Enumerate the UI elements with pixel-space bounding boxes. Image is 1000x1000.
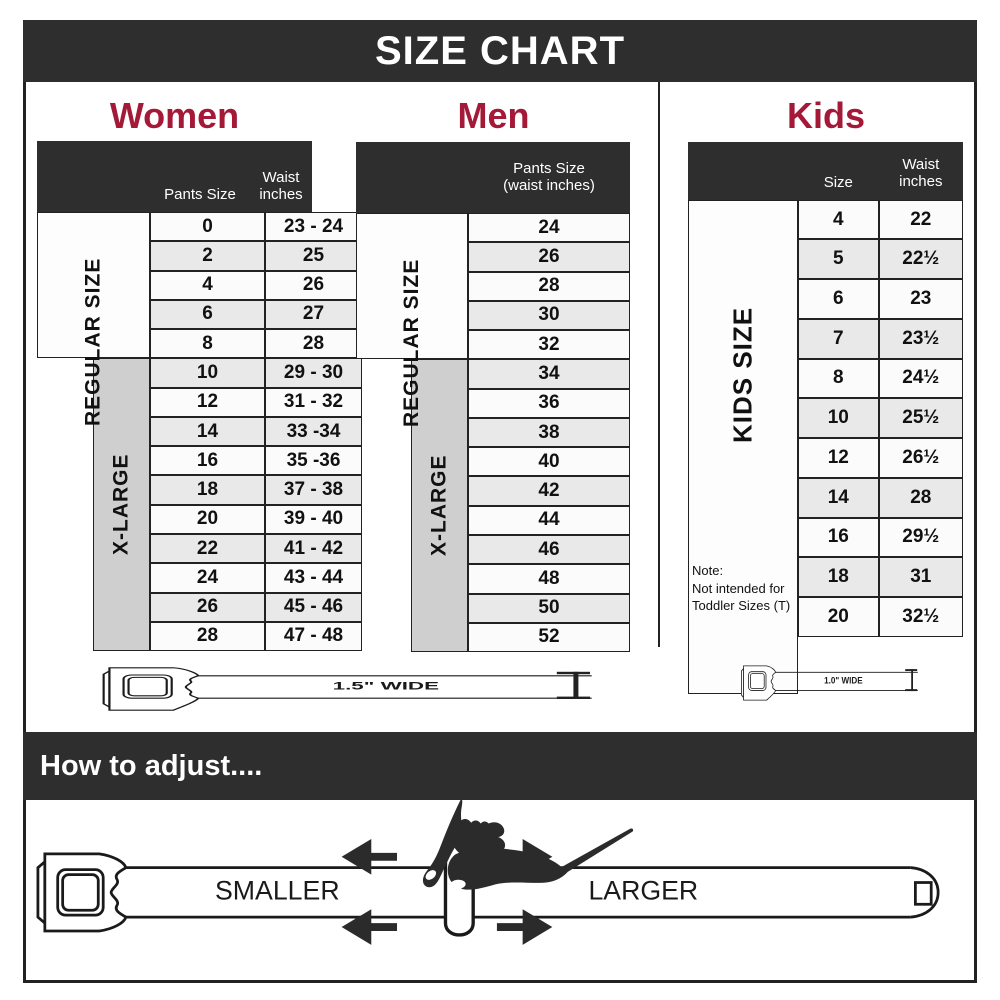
svg-text:SMALLER: SMALLER [215,875,340,905]
svg-text:1.0" WIDE: 1.0" WIDE [824,675,863,685]
svg-text:1.5" WIDE: 1.5" WIDE [333,680,440,692]
svg-text:LARGER: LARGER [588,875,698,905]
